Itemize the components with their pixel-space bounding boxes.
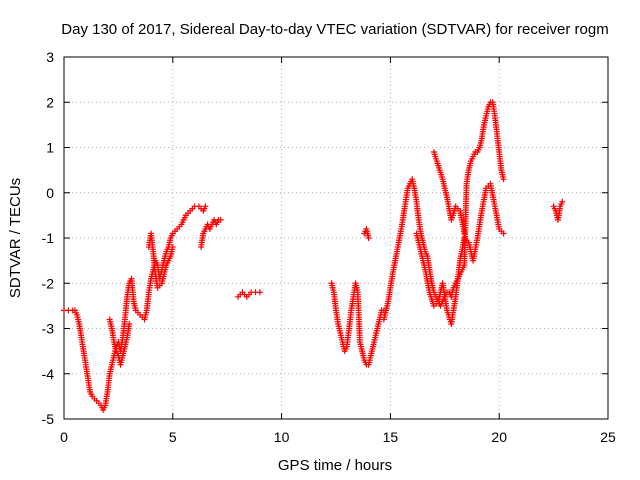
x-tick-label: 20	[491, 429, 507, 445]
x-tick-label: 5	[169, 429, 177, 445]
y-tick-labels: -5 -4 -3 -2 -1 0 1 2 3	[42, 49, 55, 427]
data-point	[256, 289, 263, 296]
data-point	[461, 230, 468, 237]
y-tick-label: 2	[46, 94, 54, 110]
x-tick-label: 15	[383, 429, 399, 445]
y-tick-label: 1	[46, 140, 54, 156]
data-point	[169, 244, 176, 251]
chart-title: Day 130 of 2017, Sidereal Day-to-day VTE…	[61, 21, 608, 38]
grid-lines	[64, 57, 608, 419]
y-tick-label: -1	[42, 230, 55, 246]
y-axis-label: SDTVAR / TECUs	[7, 178, 24, 298]
data-point	[365, 235, 372, 241]
x-tick-labels: 0 5 10 15 20 25	[60, 429, 616, 445]
x-tick-label: 0	[60, 429, 68, 445]
data-markers	[61, 99, 566, 413]
y-tick-label: -2	[42, 275, 55, 291]
data-point	[202, 203, 209, 210]
data-point	[559, 198, 566, 205]
x-axis-label: GPS time / hours	[278, 457, 392, 474]
data-point	[500, 176, 507, 183]
x-tick-label: 25	[600, 429, 616, 445]
data-point	[500, 230, 507, 237]
y-tick-label: -5	[42, 411, 55, 427]
y-tick-label: 0	[46, 185, 54, 201]
data-point	[126, 320, 133, 327]
y-tick-label: 3	[46, 49, 54, 65]
x-tick-label: 10	[274, 429, 290, 445]
axis-ticks	[63, 56, 609, 420]
data-point	[217, 216, 224, 223]
y-tick-label: -4	[42, 366, 55, 382]
y-tick-label: -3	[42, 321, 55, 337]
